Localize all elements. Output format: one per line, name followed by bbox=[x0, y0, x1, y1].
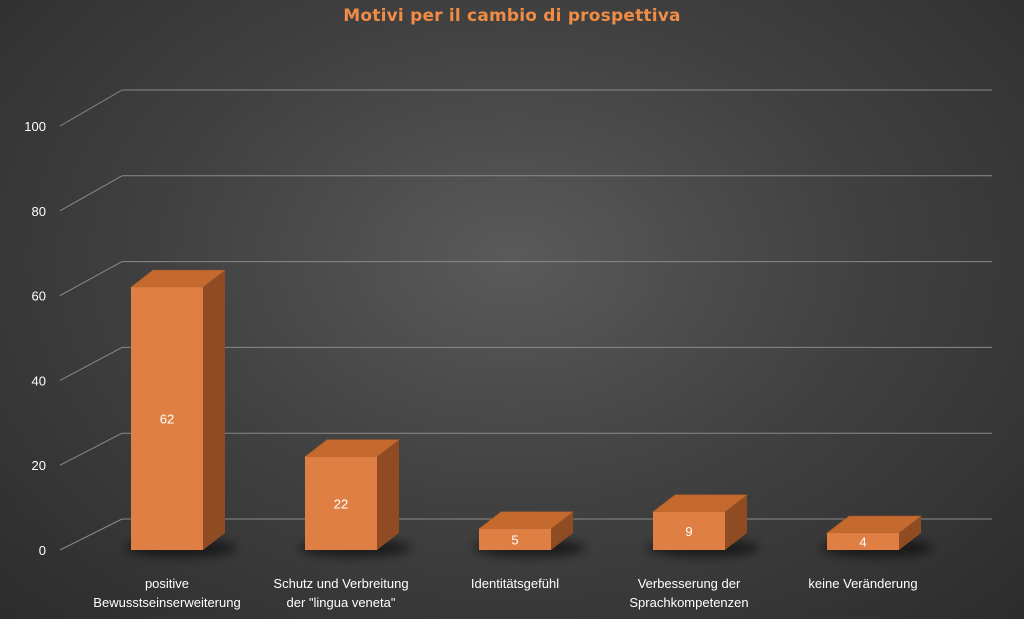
category-label-line: positive bbox=[145, 576, 189, 591]
y-tick-label: 40 bbox=[32, 373, 46, 388]
bar-front-face bbox=[479, 528, 551, 550]
bar-front-face bbox=[653, 511, 725, 550]
gridline-side bbox=[59, 89, 123, 127]
data-label: 5 bbox=[511, 532, 518, 547]
category-label-line: Sprachkompetenzen bbox=[629, 595, 748, 610]
category-labels: positive Bewusstseinserweiterung Schutz un… bbox=[93, 576, 917, 610]
category-label-line: Identitätsgefühl bbox=[471, 576, 559, 591]
category-label-line: Bewusstseinserweiterung bbox=[93, 595, 240, 610]
category-label: keine Veränderung bbox=[808, 576, 917, 591]
data-label: 9 bbox=[685, 524, 692, 539]
category-label-line: Schutz und Verbreitung bbox=[273, 576, 408, 591]
data-label: 22 bbox=[334, 496, 348, 511]
y-tick-label: 100 bbox=[24, 119, 46, 134]
data-label: 62 bbox=[160, 412, 174, 427]
category-label-line: keine Veränderung bbox=[808, 576, 917, 591]
bar bbox=[478, 511, 574, 550]
category-label: Verbesserung der Sprachkompetenzen bbox=[629, 576, 748, 610]
y-tick-label: 80 bbox=[32, 204, 46, 219]
gridline-side bbox=[59, 346, 123, 381]
category-label: Schutz und Verbreitung der "lingua veneta… bbox=[273, 576, 408, 610]
chart-title: Motivi per il cambio di prospettiva bbox=[343, 6, 681, 26]
bar bbox=[304, 439, 400, 550]
bar-front-face bbox=[305, 456, 377, 550]
y-tick-label: 20 bbox=[32, 458, 46, 473]
gridline-side bbox=[59, 261, 123, 297]
bar-side-face bbox=[899, 516, 921, 550]
category-label-line: Verbesserung der bbox=[638, 576, 741, 591]
bar-front-face bbox=[131, 287, 203, 550]
bar-side-face bbox=[551, 511, 573, 550]
y-tick-label: 60 bbox=[32, 289, 46, 304]
bar bbox=[826, 515, 922, 550]
gridline-side bbox=[59, 518, 123, 551]
bar bbox=[130, 269, 226, 550]
category-label-line: der "lingua veneta" bbox=[287, 595, 396, 610]
y-tick-label: 0 bbox=[39, 543, 46, 558]
data-label: 4 bbox=[859, 535, 866, 550]
category-label: Identitätsgefühl bbox=[471, 576, 559, 591]
bar-side-face bbox=[203, 270, 225, 550]
bar bbox=[652, 494, 748, 550]
y-axis: 0 20 40 60 80 100 bbox=[24, 119, 46, 558]
bar-side-face bbox=[725, 494, 747, 550]
category-label: positive Bewusstseinserweiterung bbox=[93, 576, 240, 610]
bars: 62 22 5 9 4 bbox=[130, 269, 922, 550]
bar-side-face bbox=[377, 439, 399, 550]
gridline-side bbox=[59, 432, 123, 466]
bar-front-face bbox=[827, 533, 899, 550]
gridline-side bbox=[59, 175, 123, 212]
